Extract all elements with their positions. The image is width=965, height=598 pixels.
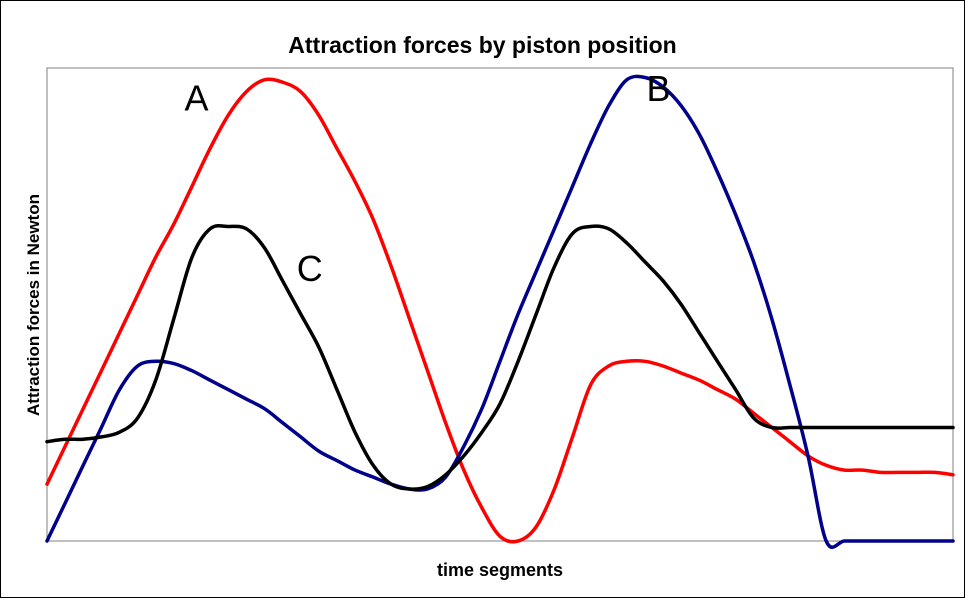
x-axis-label: time segments	[436, 560, 564, 580]
series-line-c	[45, 223, 955, 491]
annotation-label-c: C	[297, 248, 323, 289]
series-line-b	[45, 74, 955, 549]
annotation-label-b: B	[647, 68, 671, 109]
annotation-label-a: A	[184, 78, 208, 119]
plot-area-border	[46, 67, 954, 542]
series-line-a	[45, 77, 955, 544]
chart-title: Attraction forces by piston position	[288, 32, 677, 58]
series-layer	[45, 74, 955, 549]
annotation-layer: A B C	[184, 68, 670, 289]
